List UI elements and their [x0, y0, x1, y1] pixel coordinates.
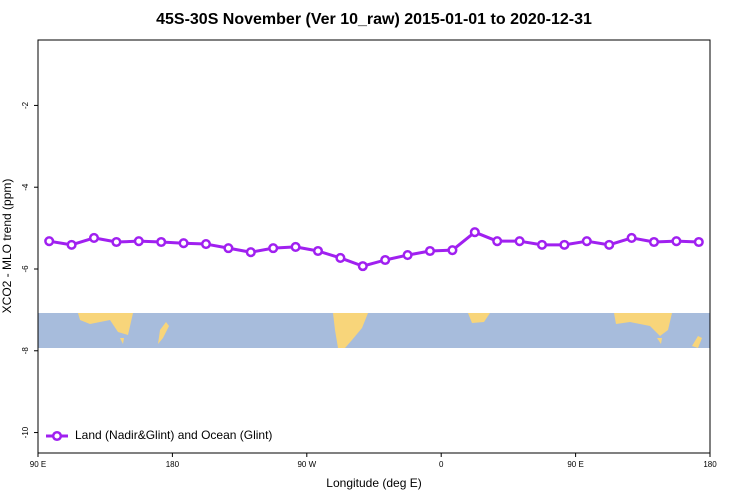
data-point: [447, 245, 458, 256]
data-point: [581, 236, 592, 247]
data-point: [245, 247, 256, 258]
data-point: [380, 254, 391, 266]
chart-title: 45S-30S November (Ver 10_raw) 2015-01-01…: [156, 11, 592, 28]
legend-marker: [51, 430, 63, 442]
map-strip: [38, 313, 710, 348]
data-point: [648, 236, 660, 248]
data-point: [178, 238, 189, 249]
data-point: [290, 241, 301, 252]
x-tick-label: 90 E: [30, 460, 46, 469]
data-point: [111, 236, 122, 248]
data-point: [88, 232, 100, 243]
data-point: [200, 238, 212, 250]
y-tick-label: -10: [21, 426, 30, 438]
y-tick-label: -8: [21, 347, 30, 355]
data-point: [536, 239, 548, 250]
y-tick-label: -6: [21, 265, 30, 273]
legend-label: Land (Nadir&Glint) and Ocean (Glint): [75, 428, 272, 442]
data-point: [223, 243, 234, 254]
data-point: [604, 239, 615, 250]
x-tick-label: 0: [439, 460, 444, 469]
data-point: [693, 236, 704, 248]
plot-frame: [37, 39, 711, 454]
data-point: [469, 227, 480, 238]
data-point: [559, 239, 570, 250]
data-point: [626, 232, 637, 243]
data-point: [44, 236, 55, 247]
data-point: [66, 239, 77, 250]
y-tick-label: -2: [21, 101, 30, 109]
x-axis-label: Longitude (deg E): [326, 476, 421, 490]
data-point: [268, 243, 279, 254]
y-tick-label: -4: [21, 183, 30, 191]
x-tick-label: 180: [703, 460, 717, 469]
series-line: [48, 230, 699, 268]
data-point: [312, 245, 324, 257]
data-point: [424, 245, 436, 257]
x-tick-label: 180: [166, 460, 180, 469]
data-point: [402, 250, 413, 261]
data-point: [514, 236, 525, 247]
data-point: [357, 261, 368, 272]
y-axis-label: XCO2 - MLO trend (ppm): [0, 179, 14, 314]
data-point: [671, 236, 682, 247]
data-point: [156, 236, 167, 248]
x-tick-label: 90 W: [297, 460, 316, 469]
data-point: [492, 236, 503, 247]
data-point: [133, 236, 144, 247]
data-point: [335, 252, 346, 263]
x-tick-label: 90 E: [567, 460, 583, 469]
